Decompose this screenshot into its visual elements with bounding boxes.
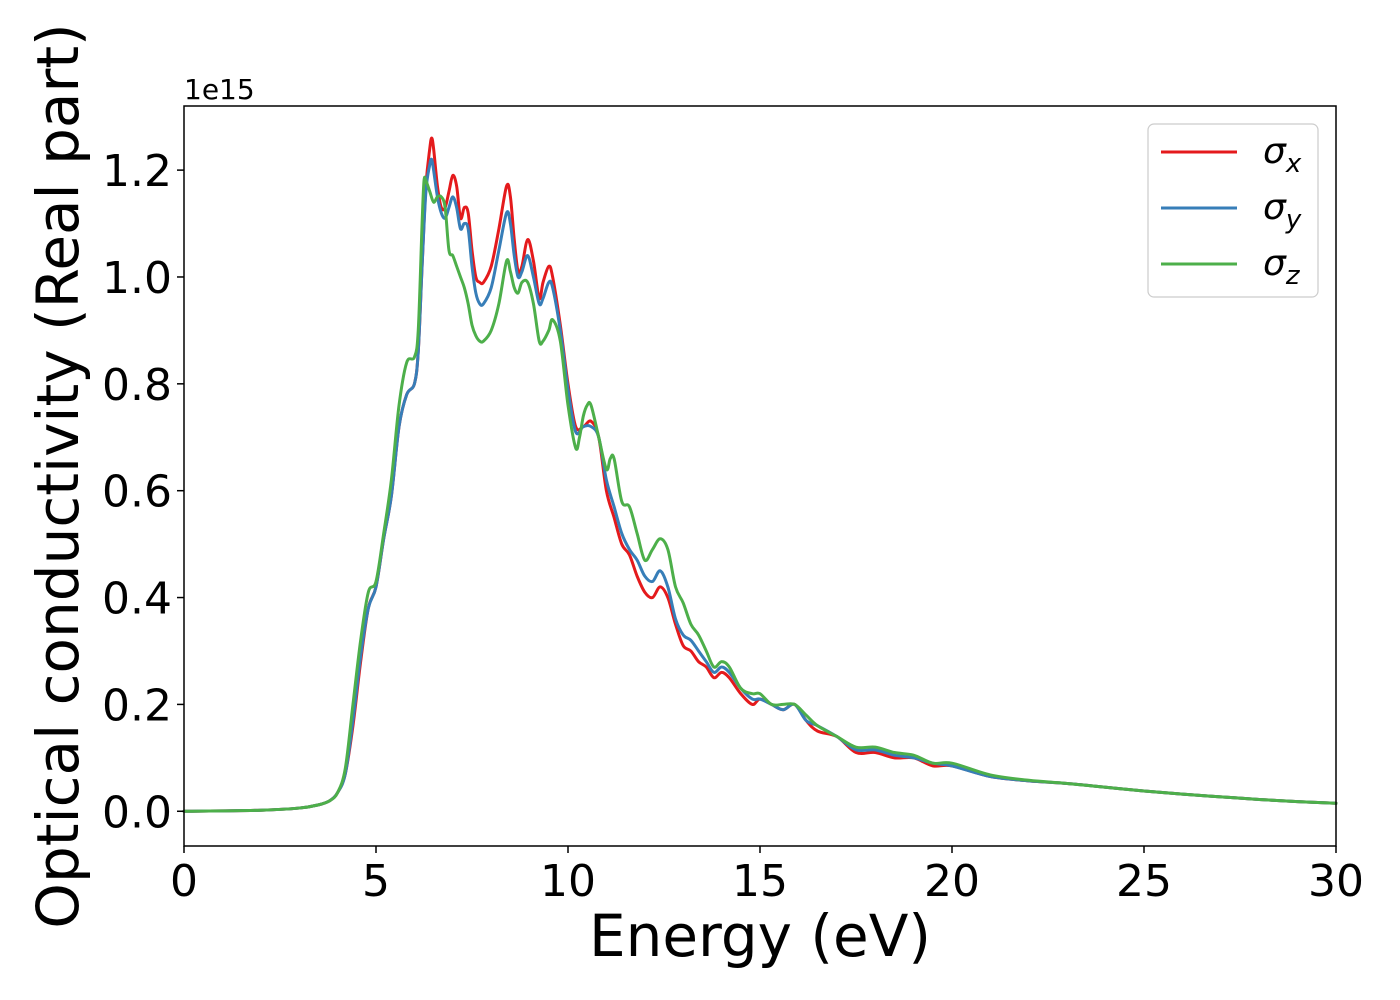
y-tick-label: 1.0 xyxy=(102,253,172,304)
x-axis-ticks: 0 5 10 15 20 25 30 xyxy=(170,846,1364,907)
y-tick-label: 0.0 xyxy=(102,787,172,838)
y-tick-label: 0.4 xyxy=(102,574,172,625)
y-axis-ticks: 0.0 0.2 0.4 0.6 0.8 1.0 1.2 xyxy=(102,146,184,838)
series-layer xyxy=(182,136,1338,813)
x-tick-label: 10 xyxy=(540,856,596,907)
x-tick-label: 0 xyxy=(170,856,198,907)
x-tick-label: 5 xyxy=(362,856,390,907)
x-tick-label: 20 xyxy=(924,856,980,907)
y-tick-label: 0.8 xyxy=(102,360,172,411)
legend-label-z: σz xyxy=(1263,243,1301,291)
series-line-z xyxy=(182,175,1338,813)
x-axis-title: Energy (eV) xyxy=(589,902,931,970)
x-tick-label: 25 xyxy=(1116,856,1172,907)
y-offset-text: 1e15 xyxy=(184,73,255,106)
legend-box xyxy=(1147,123,1319,298)
x-tick-label: 15 xyxy=(732,856,788,907)
x-tick-label: 30 xyxy=(1308,856,1364,907)
y-tick-label: 0.6 xyxy=(102,467,172,518)
y-axis-title: Optical conductivity (Real part) xyxy=(24,23,92,928)
y-tick-label: 1.2 xyxy=(102,146,172,197)
y-tick-label: 0.2 xyxy=(102,680,172,731)
